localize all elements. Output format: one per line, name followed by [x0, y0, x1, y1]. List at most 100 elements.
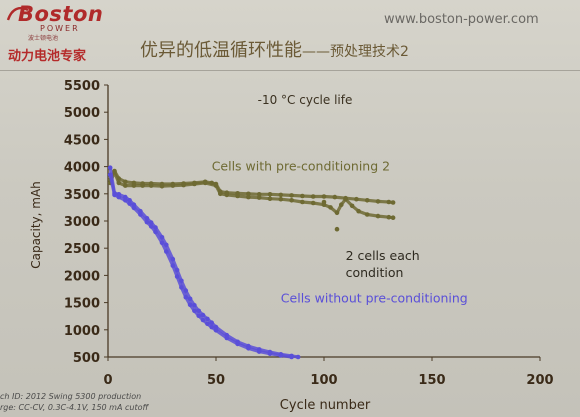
data-point [140, 183, 145, 188]
chart-title: -10 °C cycle life [258, 93, 353, 107]
data-point [267, 192, 273, 197]
header-divider [0, 70, 580, 71]
brand-logo-cn: 波士顿电池 [28, 35, 59, 42]
data-point [246, 191, 251, 197]
data-point [224, 192, 230, 198]
data-point [205, 316, 210, 322]
data-point [148, 183, 154, 188]
data-point [256, 192, 262, 197]
data-point [183, 294, 189, 300]
y-tick-label: 4000 [64, 161, 100, 176]
data-point [328, 205, 333, 210]
data-point [386, 214, 392, 220]
data-point [246, 194, 251, 200]
data-point [123, 183, 128, 188]
footnote-line-1: ch ID: 2012 Swing 5300 production [0, 392, 142, 401]
data-point [235, 341, 240, 347]
annotation-label: Cells with pre-conditioning 2 [212, 158, 390, 173]
data-point [278, 196, 284, 202]
data-point [375, 213, 381, 219]
data-point [310, 200, 316, 206]
data-point [107, 165, 113, 170]
data-point [386, 199, 392, 205]
data-point [170, 263, 176, 268]
data-point [131, 205, 137, 211]
data-point [246, 346, 251, 351]
data-point [267, 196, 273, 201]
footnote-line-2: rge: CC-CV, 0.3C-4.1V, 150 mA cutoff [0, 403, 149, 412]
y-tick-label: 5500 [64, 79, 100, 94]
data-point [192, 181, 197, 187]
data-point [289, 354, 294, 360]
data-point [107, 172, 113, 178]
data-point [159, 240, 165, 246]
data-point [153, 229, 158, 235]
y-tick-label: 3000 [64, 215, 100, 230]
data-point [332, 194, 338, 200]
slide-title-suffix: ——预处理技术2 [302, 44, 409, 60]
x-tick-label: 150 [418, 373, 445, 388]
data-point [112, 169, 117, 175]
data-point [116, 180, 122, 186]
y-axis-ticks: 500 1000 1500 2000 2500 3000 3500 4000 4500 5000 5… [64, 79, 108, 366]
brand-logo: Boston [18, 2, 104, 26]
data-point [116, 194, 122, 200]
data-point [209, 324, 214, 330]
data-point [196, 313, 201, 319]
data-point [278, 192, 284, 198]
slide-title: 优异的低温循环性能——预处理技术2 [140, 36, 409, 62]
data-point [334, 210, 340, 216]
data-point [123, 198, 128, 203]
y-axis-label: Capacity, mAh [29, 181, 43, 269]
data-point [131, 183, 137, 188]
data-point [200, 317, 206, 323]
data-point [224, 335, 230, 341]
data-point [349, 203, 355, 209]
x-tick-label: 100 [310, 373, 337, 388]
data-point [174, 274, 180, 279]
footnote: ch ID: 2012 Swing 5300 production rge: C… [0, 391, 148, 413]
logo-swoosh-icon [6, 6, 29, 21]
data-point [205, 321, 210, 327]
data-point [179, 285, 184, 290]
y-tick-label: 2000 [64, 269, 100, 284]
website-url: www.boston-power.com [384, 12, 539, 27]
data-point [339, 202, 344, 207]
data-point [213, 328, 219, 333]
data-point [390, 200, 396, 205]
brand-logo-sub: POWER [40, 24, 80, 33]
slide-title-main: 优异的低温循环性能 [140, 40, 302, 61]
x-tick-label: 50 [207, 373, 225, 388]
data-point [321, 194, 327, 199]
data-point [310, 194, 316, 199]
data-point [375, 199, 381, 204]
x-axis-label: Cycle number [280, 398, 371, 413]
data-point [289, 198, 294, 203]
data-point [127, 201, 132, 206]
annotation-label: Cells without pre-conditioning [281, 291, 468, 306]
data-point [164, 249, 169, 254]
plot-frame [107, 85, 540, 358]
data-point [364, 198, 370, 203]
x-tick-label: 200 [526, 373, 553, 388]
data-point [218, 191, 223, 197]
data-point [334, 226, 340, 232]
data-point [112, 192, 117, 198]
annotation-label: condition [346, 265, 404, 280]
x-tick-label: 0 [103, 373, 112, 388]
data-point [300, 199, 305, 205]
data-point [209, 320, 214, 326]
y-tick-label: 1000 [64, 324, 100, 339]
data-point [300, 193, 305, 199]
data-point [181, 182, 186, 188]
data-point [144, 219, 150, 225]
data-point [354, 196, 359, 202]
data-point [390, 215, 396, 220]
y-tick-label: 500 [73, 351, 100, 366]
y-tick-label: 1500 [64, 297, 100, 312]
y-tick-label: 2500 [64, 242, 100, 257]
y-tick-label: 4500 [64, 133, 100, 148]
data-point [256, 195, 262, 200]
